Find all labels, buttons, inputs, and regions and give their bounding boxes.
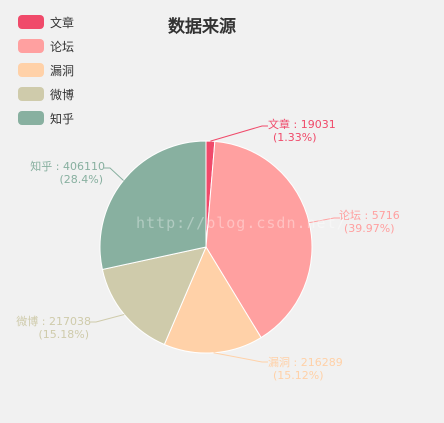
legend: 文章 论坛 漏洞 微博 知乎	[18, 10, 74, 130]
legend-swatch-article	[18, 15, 44, 29]
percent-label-vuln: (15.12%)	[273, 369, 324, 382]
legend-item-forum[interactable]: 论坛	[18, 34, 74, 58]
chart-title: 数据来源	[168, 17, 236, 37]
legend-swatch-weibo	[18, 87, 44, 101]
legend-label-weibo: 微博	[50, 87, 75, 102]
legend-label-forum: 论坛	[50, 39, 75, 54]
percent-label-forum: (39.97%)	[344, 222, 395, 235]
percent-label-weibo: (15.18%)	[38, 328, 89, 341]
leader-line-weibo	[90, 314, 125, 323]
data-label-forum: 论坛 : 5716	[339, 208, 400, 222]
watermark: http://blog.csdn.net/	[136, 214, 347, 232]
leader-line-vuln	[213, 352, 268, 363]
data-label-vuln: 漏洞 : 216289	[268, 356, 343, 369]
legend-item-vuln[interactable]: 漏洞	[18, 58, 74, 82]
leader-line-zhihu	[104, 167, 124, 181]
data-label-article: 文章 : 19031	[268, 117, 336, 131]
legend-item-zhihu[interactable]: 知乎	[18, 106, 74, 130]
percent-label-article: (1.33%)	[273, 131, 317, 144]
data-label-weibo: 微博 : 217038	[16, 314, 91, 328]
pie-slice-vuln[interactable]	[163, 245, 262, 354]
data-label-zhihu: 知乎 : 406110	[30, 159, 105, 173]
legend-swatch-forum	[18, 39, 44, 53]
leader-line-forum	[309, 217, 340, 224]
legend-item-weibo[interactable]: 微博	[18, 82, 74, 106]
legend-label-zhihu: 知乎	[50, 111, 75, 126]
percent-label-zhihu: (28.4%)	[59, 173, 103, 186]
legend-label-article: 文章	[50, 15, 75, 30]
pie-slice-zhihu[interactable]	[99, 140, 207, 271]
legend-item-article[interactable]: 文章	[18, 10, 74, 34]
legend-swatch-zhihu	[18, 111, 44, 125]
legend-label-vuln: 漏洞	[50, 63, 75, 78]
legend-swatch-vuln	[18, 63, 44, 77]
leader-line-article	[210, 125, 268, 142]
